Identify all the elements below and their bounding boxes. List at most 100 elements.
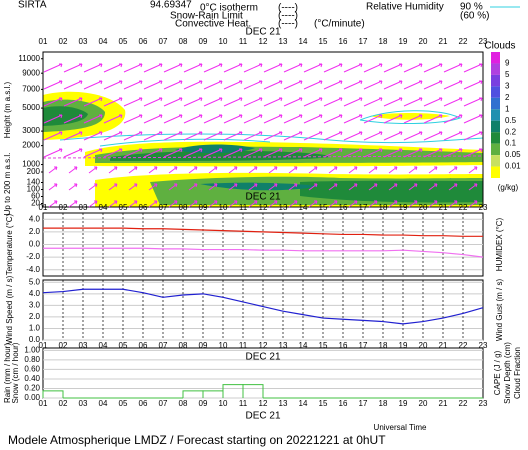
wind-arrow bbox=[203, 114, 223, 124]
wind-arrow bbox=[388, 166, 398, 174]
x-tick-label: 13 bbox=[279, 203, 288, 212]
x-tick-label: 10 bbox=[219, 399, 228, 408]
wind-arrow bbox=[383, 80, 403, 90]
colorbar-swatch bbox=[491, 86, 500, 98]
wind-arrow bbox=[243, 148, 263, 158]
colorbar-title: Clouds bbox=[484, 41, 515, 52]
data-line bbox=[43, 247, 484, 258]
wind-arrow bbox=[248, 200, 258, 208]
x-tick-label: 11 bbox=[239, 399, 248, 408]
wind-arrow bbox=[263, 63, 283, 73]
x-tick-label: 01 bbox=[39, 341, 48, 350]
wind-arrow bbox=[63, 80, 83, 90]
wind-arrow bbox=[323, 148, 343, 158]
legend-unit: (°C/minute) bbox=[314, 19, 365, 30]
wind-arrow bbox=[88, 166, 98, 174]
y-tick-label: 0.40 bbox=[24, 374, 40, 383]
wind-arrow bbox=[223, 63, 243, 73]
wind-arrow bbox=[463, 148, 483, 158]
wind-arrow bbox=[63, 114, 83, 124]
x-tick-label: 14 bbox=[299, 203, 308, 212]
wind-arrow bbox=[208, 166, 218, 174]
x-tick-label: 09 bbox=[199, 399, 208, 408]
y-tick-label: 0.0 bbox=[29, 335, 41, 344]
wind-arrow bbox=[323, 97, 343, 107]
wind-arrow bbox=[323, 63, 343, 73]
colorbar-swatch bbox=[491, 155, 500, 167]
x-tick-label: 21 bbox=[439, 399, 448, 408]
wind-arrow bbox=[443, 114, 463, 124]
wind-arrow bbox=[103, 148, 123, 158]
x-tick-label: 22 bbox=[459, 203, 468, 212]
wind-arrow bbox=[288, 200, 298, 208]
y2-axis-label: Wind Gust (m / s) bbox=[495, 279, 504, 342]
wind-arrow bbox=[328, 166, 338, 174]
wind-arrow bbox=[223, 114, 243, 124]
y2-axis-label: Up to 200 m a.s.l. bbox=[3, 153, 12, 216]
wind-arrow bbox=[148, 200, 158, 208]
wind-arrow bbox=[423, 63, 443, 73]
wind-arrow bbox=[468, 166, 478, 174]
wind-arrow bbox=[228, 166, 238, 174]
wind-arrow bbox=[368, 166, 378, 174]
wind-arrow bbox=[263, 114, 283, 124]
x-tick-label: 12 bbox=[259, 341, 268, 350]
x-tick-label: 23 bbox=[479, 341, 488, 350]
wind-arrow bbox=[303, 131, 323, 141]
wind-arrow bbox=[43, 131, 63, 141]
colorbar-swatch bbox=[491, 132, 500, 144]
wind-arrow bbox=[283, 80, 303, 90]
wind-arrow bbox=[83, 63, 103, 73]
y-axis-label: Rain (mm / hour) bbox=[3, 343, 12, 403]
wind-arrow bbox=[143, 80, 163, 90]
y-tick-label: 1000 bbox=[22, 160, 40, 169]
wind-arrow bbox=[428, 183, 438, 191]
wind-arrow bbox=[183, 80, 203, 90]
wind-arrow bbox=[103, 97, 123, 107]
x-tick-label: 14 bbox=[299, 341, 308, 350]
y-tick-label: 0.20 bbox=[24, 384, 40, 393]
x-tick-label: 23 bbox=[479, 37, 488, 46]
wind-arrow bbox=[448, 183, 458, 191]
rain-step bbox=[42, 390, 64, 398]
y-tick-label: 3000 bbox=[22, 126, 40, 135]
wind-arrow bbox=[203, 80, 223, 90]
wind-arrow bbox=[128, 183, 138, 191]
wind-arrow bbox=[303, 114, 323, 124]
x-tick-label: 05 bbox=[119, 399, 128, 408]
wind-arrow bbox=[88, 200, 98, 208]
rain-step bbox=[242, 384, 264, 398]
wind-arrow bbox=[263, 80, 283, 90]
wind-arrow bbox=[363, 114, 383, 124]
x-tick-label: 19 bbox=[399, 341, 408, 350]
x-tick-label: 21 bbox=[439, 203, 448, 212]
x-tick-label: 16 bbox=[339, 203, 348, 212]
wind-arrow bbox=[268, 166, 278, 174]
wind-arrow bbox=[443, 97, 463, 107]
wind-arrow bbox=[163, 63, 183, 73]
colorbar-unit: (g/kg) bbox=[498, 183, 519, 192]
wind-arrow bbox=[163, 80, 183, 90]
y-tick-label: 0.80 bbox=[24, 355, 40, 364]
x-tick-label: 07 bbox=[159, 37, 168, 46]
x-tick-label: 03 bbox=[79, 203, 88, 212]
wind-arrow bbox=[83, 97, 103, 107]
x-tick-label: 19 bbox=[399, 399, 408, 408]
wind-arrow bbox=[283, 131, 303, 141]
x-tick-label: 05 bbox=[119, 37, 128, 46]
wind-arrow bbox=[188, 166, 198, 174]
y-tick-label: -4.0 bbox=[26, 265, 40, 274]
x-tick-label: 12 bbox=[259, 203, 268, 212]
x-tick-label: 15 bbox=[319, 341, 328, 350]
x-axis-label: Universal Time bbox=[374, 423, 427, 432]
y2-tick-label: 140 bbox=[27, 178, 41, 187]
x-tick-label: 16 bbox=[339, 399, 348, 408]
wind-arrow bbox=[68, 183, 78, 191]
y-tick-label: 4.0 bbox=[29, 289, 41, 298]
x-tick-label: 20 bbox=[419, 203, 428, 212]
wind-arrow bbox=[83, 148, 103, 158]
wind-arrow bbox=[343, 97, 363, 107]
y-tick-label: 0.0 bbox=[29, 240, 41, 249]
y-tick-label: 4.0 bbox=[29, 214, 41, 223]
